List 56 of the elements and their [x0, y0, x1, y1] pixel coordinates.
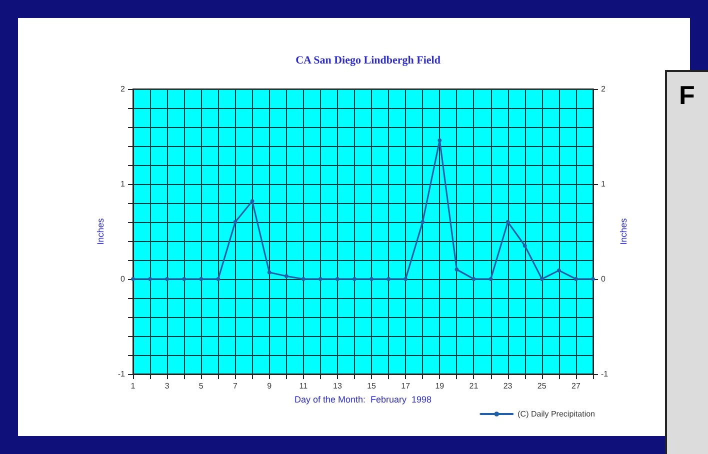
y2-tick-label: 0 [601, 274, 606, 284]
point [438, 138, 442, 142]
x-tick-label: 25 [537, 382, 547, 390]
x-tick-label: 5 [198, 382, 204, 390]
point [591, 277, 595, 281]
y-tick-label: 2 [120, 84, 126, 94]
chart-title: CA San Diego Lindbergh Field [296, 54, 440, 66]
point [318, 277, 322, 281]
point [404, 277, 408, 281]
x-tick-label: 11 [299, 382, 308, 390]
legend-label: (C) Daily Precipitation [518, 410, 596, 418]
x-tick-label: 13 [332, 382, 342, 390]
point [199, 277, 204, 281]
point [370, 277, 374, 281]
point [182, 277, 186, 281]
x-tick-label: 9 [267, 382, 272, 390]
x-axis-title: Day of the Month: February 1998 [294, 394, 432, 404]
point [386, 277, 391, 281]
point [301, 277, 306, 281]
point [352, 277, 356, 281]
y-tick-label: -1 [118, 370, 126, 378]
x-tick-label: 7 [232, 382, 238, 390]
x-tick-label: 3 [164, 382, 170, 390]
point [233, 220, 238, 224]
point [267, 270, 272, 274]
x-tick-label: 21 [469, 382, 479, 390]
y2-tick-label: 2 [601, 84, 606, 94]
point [472, 277, 476, 281]
y2-tick-label: 1 [601, 180, 606, 188]
point [488, 277, 493, 281]
point [131, 277, 135, 281]
point [522, 244, 527, 248]
x-tick-label: 1 [130, 382, 136, 390]
point [250, 199, 254, 204]
x-tick-label: 27 [572, 382, 581, 390]
y2-tick-label: -1 [601, 370, 609, 378]
point [335, 277, 340, 281]
text-panel: F [665, 70, 708, 454]
point [556, 268, 561, 272]
x-tick-label: 15 [367, 382, 377, 390]
point [216, 277, 220, 281]
y-tick-label: 0 [120, 274, 126, 284]
point [506, 220, 510, 224]
x-tick-label: 17 [401, 382, 411, 390]
point [148, 277, 152, 281]
point [454, 268, 459, 272]
point [574, 277, 578, 281]
point [540, 277, 544, 281]
y-tick-label: 1 [120, 180, 126, 188]
point [284, 274, 288, 278]
x-tick-label: 19 [435, 382, 445, 390]
x-tick-label: 23 [503, 382, 513, 390]
y2-axis-title: Inches [618, 218, 629, 245]
point [420, 220, 425, 224]
point [165, 277, 170, 281]
y-axis-title: Inches [96, 218, 106, 245]
